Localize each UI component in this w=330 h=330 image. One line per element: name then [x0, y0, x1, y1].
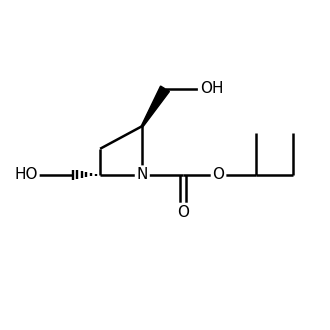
Polygon shape [142, 86, 169, 127]
Text: OH: OH [200, 81, 223, 96]
Text: O: O [177, 205, 189, 219]
Text: N: N [137, 167, 148, 182]
Text: HO: HO [14, 167, 38, 182]
Text: O: O [213, 167, 224, 182]
